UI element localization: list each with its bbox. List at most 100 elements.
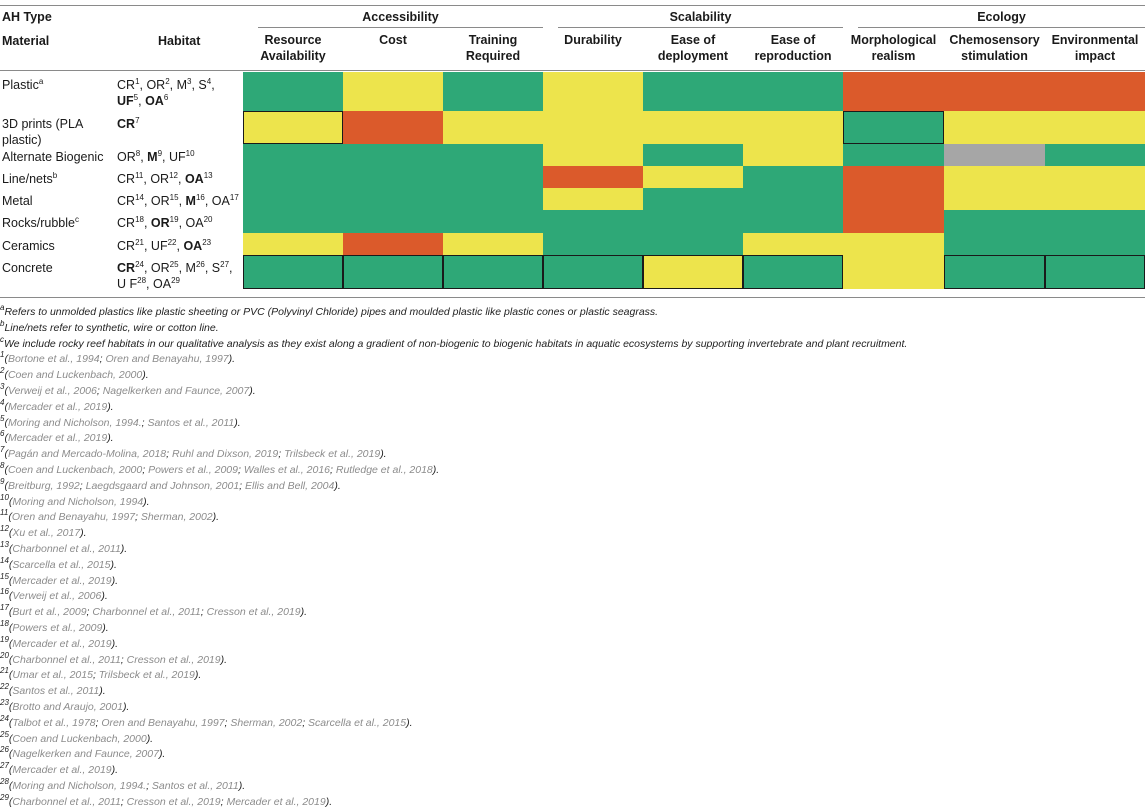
rating-cell-yellow xyxy=(343,72,443,111)
column-header-chemosensory-stimulation: Chemosensory stimulation xyxy=(949,33,1040,63)
citation-link[interactable]: Charbonnel et al., 2011 xyxy=(92,606,201,619)
footnote: cWe include rocky reef habitats in our q… xyxy=(0,334,908,350)
citation-link[interactable]: Mercader et al., 2019 xyxy=(12,574,112,587)
citation-link[interactable]: Verweij et al., 2006 xyxy=(7,385,97,397)
citation-link[interactable]: Mercader et al., 2019 xyxy=(12,637,112,650)
rating-cell-green xyxy=(243,210,843,233)
reference-note: 1(Bortone et al., 1994; Oren and Benayah… xyxy=(0,350,236,366)
rating-cell-yellow xyxy=(543,144,643,166)
citation-link[interactable]: Sherman, 2002 xyxy=(230,716,303,729)
reference-note: 5(Moring and Nicholson, 1994.; Santos et… xyxy=(0,413,241,429)
rating-cell-orange xyxy=(343,233,443,255)
column-header-ease-of-deployment: Ease of deployment xyxy=(657,33,729,63)
citation-link[interactable]: Santos et al., 2011 xyxy=(147,416,235,429)
column-header-morphological-realism: Morphological realism xyxy=(850,33,937,63)
citation-link[interactable]: Coen and Luckenbach, 2000 xyxy=(12,732,147,745)
rating-cell-gray xyxy=(944,144,1045,166)
rating-cell-green xyxy=(243,255,343,289)
material-cell: 3D prints (PLA plastic) xyxy=(2,117,84,147)
citation-link[interactable]: Charbonnel et al., 2011 xyxy=(12,795,121,808)
citation-link[interactable]: Scarcella et al., 2015 xyxy=(12,558,111,571)
citation-link[interactable]: Sherman, 2002 xyxy=(140,511,213,524)
citation-link[interactable]: Talbot et al., 1978 xyxy=(12,716,96,729)
citation-link[interactable]: Oren and Benayahu, 1997 xyxy=(105,353,229,366)
reference-note: 14(Scarcella et al., 2015). xyxy=(0,555,117,571)
citation-link[interactable]: Moring and Nicholson, 1994. xyxy=(12,780,147,792)
citation-link[interactable]: Nagelkerken and Faunce, 2007 xyxy=(12,748,159,761)
citation-link[interactable]: Brotto and Araujo, 2001 xyxy=(12,701,123,713)
citation-link[interactable]: Santos et al., 2011 xyxy=(12,685,100,698)
group-ecology: Ecology xyxy=(977,10,1026,24)
rating-cell-orange xyxy=(843,72,1145,111)
rating-cell-green xyxy=(243,166,543,188)
rating-cell-orange xyxy=(843,166,944,188)
material-cell: Rocks/rubblec xyxy=(2,215,79,231)
citation-link[interactable]: Moring and Nicholson, 1994. xyxy=(7,416,142,429)
citation-link[interactable]: Trilsbeck et al., 2019 xyxy=(98,669,195,682)
reference-note: 6(Mercader et al., 2019). xyxy=(0,429,114,445)
citation-link[interactable]: Burt et al., 2009 xyxy=(12,606,87,619)
rating-cell-yellow xyxy=(743,144,843,166)
citation-link[interactable]: Oren and Benayahu, 1997 xyxy=(101,716,225,729)
habitat-cell: CR24, OR25, M26, S27, U F28, OA29 xyxy=(117,260,233,292)
footnote: bLine/nets refer to synthetic, wire or c… xyxy=(0,318,219,334)
citation-link[interactable]: Cresson et al., 2019 xyxy=(126,795,221,808)
citation-link[interactable]: Umar et al., 2015 xyxy=(12,669,93,682)
citation-link[interactable]: Verweij et al., 2006 xyxy=(12,590,102,603)
reference-note: 11(Oren and Benayahu, 1997; Sherman, 200… xyxy=(0,508,220,524)
reference-note: 2(Coen and Luckenbach, 2000). xyxy=(0,366,149,382)
citation-link[interactable]: Powers et al., 2009 xyxy=(12,622,103,634)
reference-note: 4(Mercader et al., 2019). xyxy=(0,397,114,413)
citation-link[interactable]: Powers et al., 2009 xyxy=(148,464,238,476)
rating-cell-green xyxy=(944,233,1145,255)
citation-link[interactable]: Nagelkerken and Faunce, 2007 xyxy=(102,385,250,397)
citation-link[interactable]: Ellis and Bell, 2004 xyxy=(245,479,335,492)
citation-link[interactable]: Cresson et al., 2019 xyxy=(206,606,301,619)
rating-cell-green xyxy=(343,255,443,289)
citation-link[interactable]: Trilsbeck et al., 2019 xyxy=(284,448,381,461)
citation-link[interactable]: Charbonnel et al., 2011 xyxy=(12,543,121,555)
rating-cell-green xyxy=(643,144,743,166)
citation-link[interactable]: Oren and Benayahu, 1997 xyxy=(11,511,135,524)
ah-type-label: AH Type xyxy=(2,10,52,24)
citation-link[interactable]: Cresson et al., 2019 xyxy=(126,653,221,666)
rating-cell-orange xyxy=(343,111,443,144)
column-header-environmental-impact: Environmental impact xyxy=(1051,33,1139,63)
rating-cell-yellow xyxy=(443,111,843,144)
citation-link[interactable]: Rutledge et al., 2018 xyxy=(335,464,433,476)
citation-link[interactable]: Charbonnel et al., 2011 xyxy=(12,653,121,666)
rating-cell-yellow xyxy=(643,255,743,289)
citation-link[interactable]: Walles et al., 2016 xyxy=(243,464,331,476)
citation-link[interactable]: Mercader et al., 2019 xyxy=(7,432,108,445)
citation-link[interactable]: Pagán and Mercado-Molina, 2018 xyxy=(7,448,167,461)
citation-link[interactable]: Mercader et al., 2019 xyxy=(226,795,326,808)
citation-link[interactable]: Mercader et al., 2019 xyxy=(7,400,108,413)
reference-note: 8(Coen and Luckenbach, 2000; Powers et a… xyxy=(0,461,440,477)
rating-cell-yellow xyxy=(443,233,543,255)
citation-link[interactable]: Laegdsgaard and Johnson, 2001 xyxy=(85,479,240,492)
material-cell: Alternate Biogenic xyxy=(2,150,104,164)
footnote: aRefers to unmolded plastics like plasti… xyxy=(0,303,659,319)
habitat-cell: OR8, M9, UF10 xyxy=(117,149,195,165)
reference-note: 23(Brotto and Araujo, 2001). xyxy=(0,698,130,714)
material-cell: Metal xyxy=(2,194,33,208)
reference-note: 7(Pagán and Mercado-Molina, 2018; Ruhl a… xyxy=(0,445,387,461)
reference-note: 19(Mercader et al., 2019). xyxy=(0,634,119,650)
citation-link[interactable]: Coen and Luckenbach, 2000 xyxy=(7,369,143,382)
citation-link[interactable]: Scarcella et al., 2015 xyxy=(308,716,407,729)
citation-link[interactable]: Moring and Nicholson, 1994 xyxy=(12,495,144,508)
rating-cell-green xyxy=(243,144,543,166)
citation-link[interactable]: Mercader et al., 2019 xyxy=(12,764,112,777)
material-header: Material xyxy=(2,34,50,48)
citation-link[interactable]: Bortone et al., 1994 xyxy=(7,353,100,366)
citation-link[interactable]: Santos et al., 2011 xyxy=(151,780,239,792)
habitat-cell: CR11, OR12, OA13 xyxy=(117,171,213,187)
citation-link[interactable]: Coen and Luckenbach, 2000 xyxy=(7,464,143,476)
rating-cell-green xyxy=(443,255,543,289)
rating-cell-green xyxy=(543,255,643,289)
citation-link[interactable]: Xu et al., 2017 xyxy=(12,527,81,540)
reference-note: 21(Umar et al., 2015; Trilsbeck et al., … xyxy=(0,666,202,682)
citation-link[interactable]: Ruhl and Dixson, 2019 xyxy=(171,448,279,461)
citation-link[interactable]: Breitburg, 1992 xyxy=(7,479,80,492)
rating-cell-yellow xyxy=(743,233,944,255)
